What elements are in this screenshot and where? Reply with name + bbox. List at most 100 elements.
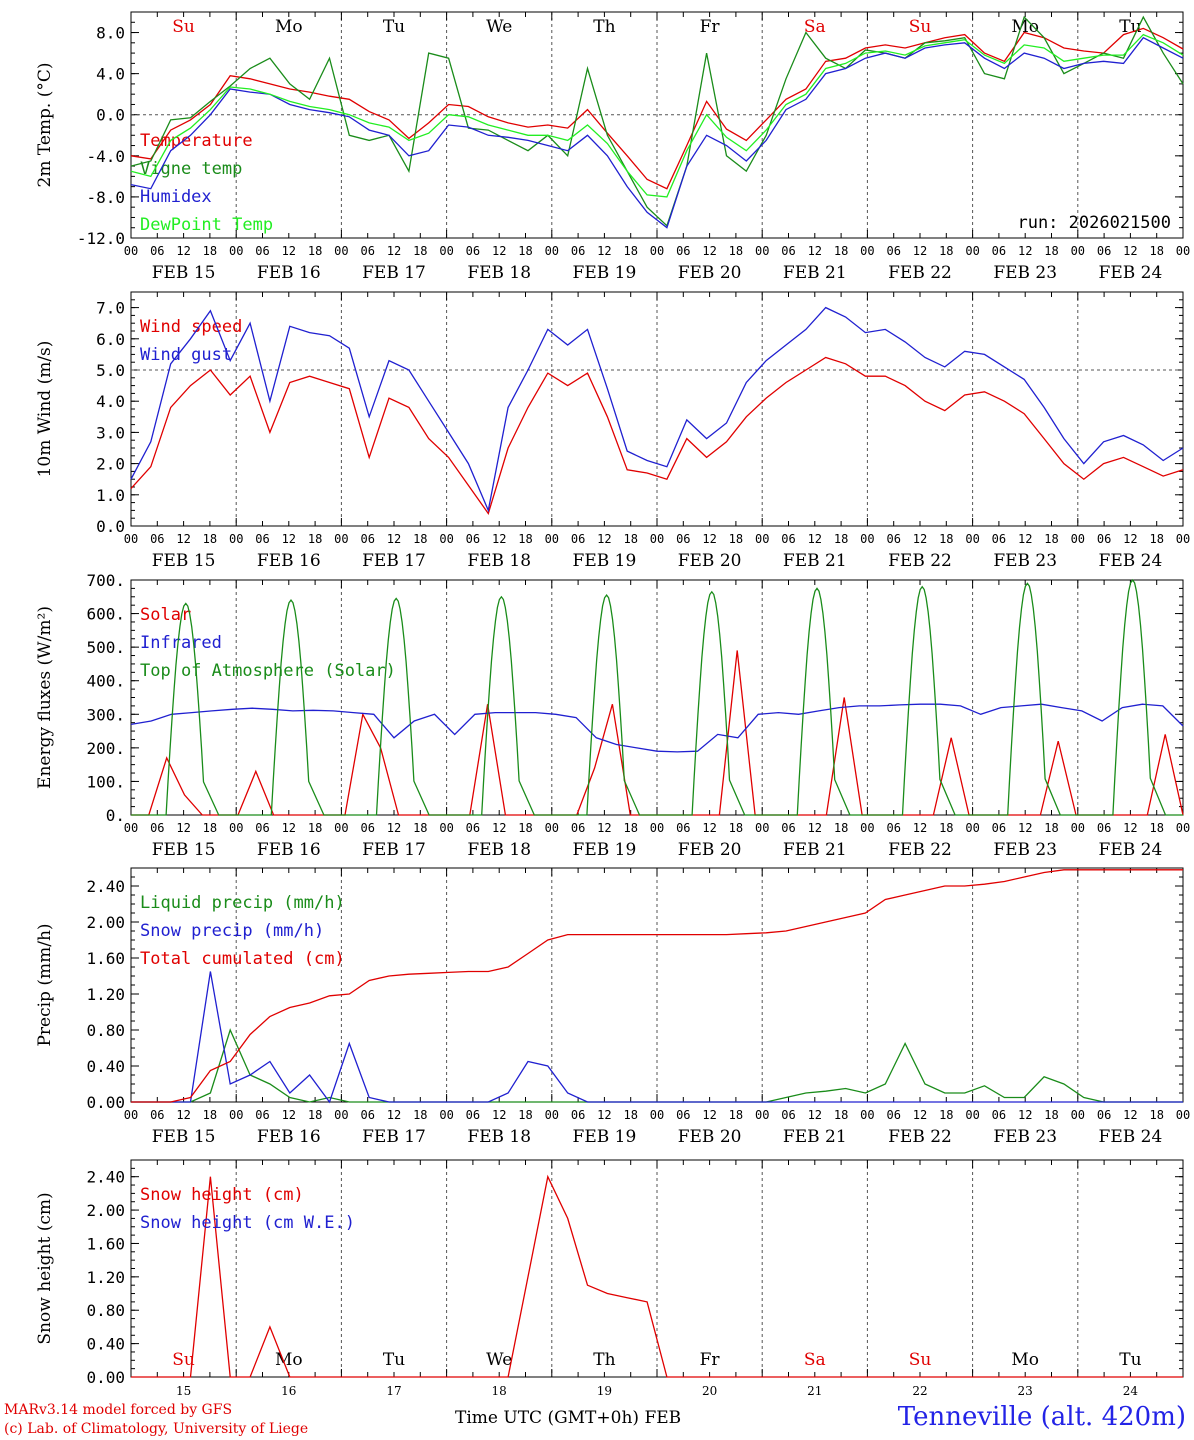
- x-hour-label: 12: [1123, 532, 1137, 546]
- x-hour-label: 06: [886, 1108, 900, 1122]
- x-date-label: FEB 21: [783, 1127, 847, 1147]
- day-of-week-label: Mo: [1011, 17, 1039, 37]
- x-hour-label: 12: [702, 821, 716, 835]
- x-hour-label: 12: [597, 532, 611, 546]
- legend-entry: Top of Atmosphere (Solar): [140, 661, 396, 681]
- x-hour-label: 06: [255, 821, 269, 835]
- series-line-dewpoint-temp: [130, 33, 1184, 198]
- x-hour-label: 18: [1044, 821, 1058, 835]
- x-hour-label: 00: [439, 1108, 453, 1122]
- y-tick-label: 1.20: [86, 1268, 125, 1287]
- x-hour-label: 06: [1097, 1108, 1111, 1122]
- day-of-week-label: We: [486, 17, 512, 37]
- x-hour-label: 00: [1176, 532, 1190, 546]
- x-hour-label: 18: [834, 532, 848, 546]
- x-date-label: FEB 18: [467, 840, 531, 860]
- x-hour-label: 18: [308, 821, 322, 835]
- x-hour-label: 06: [676, 1108, 690, 1122]
- y-axis-label: 10m Wind (m/s): [35, 341, 55, 478]
- x-hour-label: 06: [571, 244, 585, 258]
- x-hour-label: 12: [597, 1108, 611, 1122]
- x-hour-label: 18: [939, 532, 953, 546]
- x-hour-label: 00: [124, 821, 138, 835]
- y-tick-label: 200.: [86, 739, 125, 758]
- series-line-wind-speed: [130, 356, 1184, 515]
- x-hour-label: 00: [334, 244, 348, 258]
- x-hour-label: 06: [781, 532, 795, 546]
- x-hour-label: 00: [229, 244, 243, 258]
- x-hour-label: 18: [623, 244, 637, 258]
- x-hour-label: 06: [571, 821, 585, 835]
- legend-entry: Solar: [140, 605, 191, 625]
- legend-entry: Wind gust: [140, 345, 232, 365]
- x-hour-label: 18: [1149, 244, 1163, 258]
- y-tick-label: 0.40: [86, 1057, 125, 1076]
- day-of-week-label: Tu: [1119, 1350, 1141, 1370]
- x-hour-label: 18: [729, 532, 743, 546]
- y-tick-label: 2.40: [86, 1168, 125, 1187]
- x-date-label: FEB 22: [888, 840, 952, 860]
- day-of-week-label: We: [486, 1350, 512, 1370]
- station-name: Tenneville (alt. 420m): [897, 1402, 1186, 1432]
- day-of-week-label: Mo: [275, 17, 303, 37]
- x-hour-label: 18: [1044, 1108, 1058, 1122]
- x-day-number: 18: [492, 1384, 507, 1398]
- x-day-number: 24: [1123, 1384, 1139, 1398]
- x-hour-label: 00: [545, 244, 559, 258]
- x-date-label: FEB 17: [362, 263, 426, 283]
- x-date-label: FEB 22: [888, 551, 952, 571]
- x-hour-label: 00: [439, 244, 453, 258]
- x-hour-label: 18: [413, 1108, 427, 1122]
- x-hour-label: 00: [1176, 244, 1190, 258]
- y-tick-label: 3.0: [96, 423, 125, 442]
- y-tick-label: 1.60: [86, 1234, 125, 1253]
- day-of-week-label: Su: [172, 17, 195, 37]
- x-hour-label: 12: [176, 244, 190, 258]
- x-hour-label: 18: [203, 532, 217, 546]
- x-hour-label: 18: [203, 244, 217, 258]
- x-hour-label: 00: [755, 532, 769, 546]
- x-hour-label: 12: [913, 821, 927, 835]
- day-of-week-label: Su: [909, 17, 932, 37]
- y-tick-label: 2.00: [86, 1201, 125, 1220]
- x-hour-label: 18: [1044, 244, 1058, 258]
- x-hour-label: 12: [808, 244, 822, 258]
- x-hour-label: 00: [124, 1108, 138, 1122]
- x-hour-label: 00: [1071, 244, 1085, 258]
- x-date-label: FEB 20: [678, 551, 742, 571]
- x-hour-label: 06: [676, 532, 690, 546]
- x-hour-label: 06: [1097, 532, 1111, 546]
- x-hour-label: 00: [650, 532, 664, 546]
- y-tick-label: 0.0: [96, 517, 125, 536]
- x-hour-label: 12: [1123, 821, 1137, 835]
- run-annotation: run: 2026021500: [1017, 213, 1171, 233]
- x-hour-label: 00: [1176, 821, 1190, 835]
- x-date-label: FEB 24: [1099, 263, 1163, 283]
- x-hour-label: 00: [229, 1108, 243, 1122]
- x-hour-label: 00: [545, 821, 559, 835]
- x-hour-label: 18: [729, 1108, 743, 1122]
- x-hour-label: 18: [729, 244, 743, 258]
- legend-entry: Total cumulated (cm): [140, 949, 345, 969]
- x-date-label: FEB 22: [888, 1127, 952, 1147]
- x-hour-label: 12: [176, 1108, 190, 1122]
- x-hour-label: 06: [1097, 821, 1111, 835]
- x-hour-label: 00: [334, 1108, 348, 1122]
- x-hour-label: 18: [834, 821, 848, 835]
- x-date-label: FEB 17: [362, 1127, 426, 1147]
- x-hour-label: 18: [413, 532, 427, 546]
- x-hour-label: 00: [650, 821, 664, 835]
- x-hour-label: 06: [992, 821, 1006, 835]
- x-hour-label: 12: [1018, 1108, 1032, 1122]
- x-hour-label: 18: [203, 821, 217, 835]
- x-hour-label: 00: [124, 532, 138, 546]
- series-line-top-of-atmosphere-solar-: [131, 578, 1183, 816]
- x-hour-label: 18: [518, 244, 532, 258]
- x-date-label: FEB 19: [573, 551, 637, 571]
- legend-entry: Liquid precip (mm/h): [140, 893, 345, 913]
- y-tick-label: 100.: [86, 772, 125, 791]
- x-hour-label: 12: [492, 532, 506, 546]
- x-hour-label: 00: [545, 532, 559, 546]
- y-tick-label: 7.0: [96, 299, 125, 318]
- x-hour-label: 18: [939, 244, 953, 258]
